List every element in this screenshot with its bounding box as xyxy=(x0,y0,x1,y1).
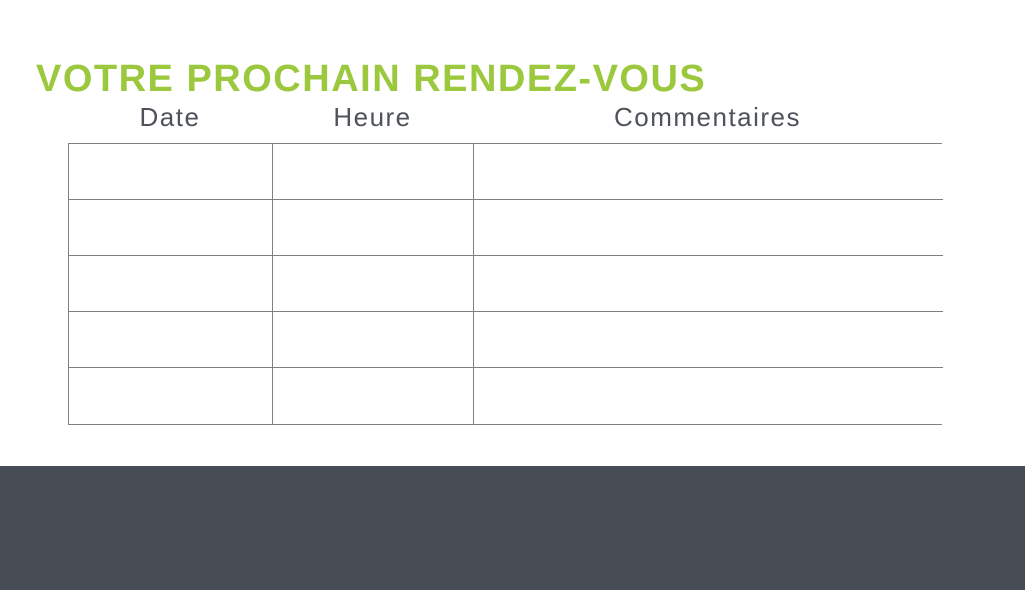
table-row xyxy=(69,256,943,312)
column-header-heure: Heure xyxy=(333,102,412,132)
table-row xyxy=(69,144,943,200)
table-cell xyxy=(474,312,943,368)
table-cell xyxy=(474,368,943,424)
column-header-commentaires: Commentaires xyxy=(613,102,802,132)
table-cell xyxy=(474,200,943,256)
table-cell xyxy=(69,200,273,256)
table-row xyxy=(69,312,943,368)
table-cell xyxy=(69,312,273,368)
table-cell xyxy=(273,144,474,200)
table-cell xyxy=(69,144,273,200)
table-row xyxy=(69,200,943,256)
table-cell xyxy=(474,256,943,312)
table-cell xyxy=(273,312,474,368)
table-cell xyxy=(69,368,273,424)
table-row xyxy=(69,368,943,424)
table-cell xyxy=(273,368,474,424)
footer-bar xyxy=(0,466,1025,590)
column-headers: Date Heure Commentaires xyxy=(68,101,942,133)
appointments-table-body xyxy=(69,144,943,424)
page-title: VOTRE PROCHAIN RENDEZ-VOUS xyxy=(36,58,707,101)
table-cell xyxy=(69,256,273,312)
appointments-table xyxy=(68,143,943,425)
table-cell xyxy=(273,200,474,256)
column-header-date: Date xyxy=(139,102,201,132)
table-cell xyxy=(474,144,943,200)
table-cell xyxy=(273,256,474,312)
